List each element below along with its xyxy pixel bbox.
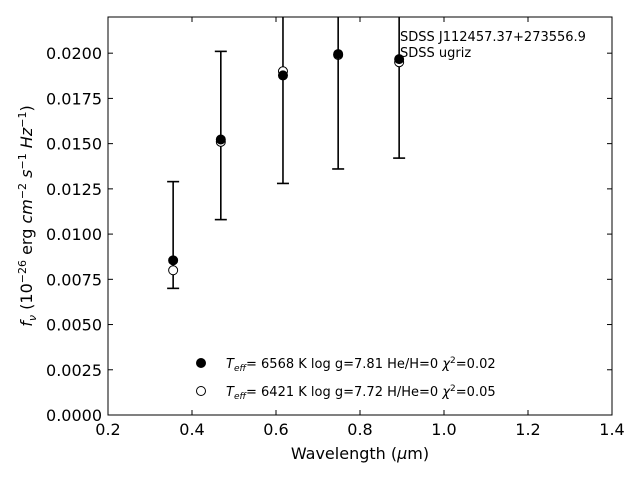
legend-label-filled: Teff= 6568 K log g=7.81 He/H=0 χ2=0.02 bbox=[226, 356, 496, 374]
y-tick-label: 0.0000 bbox=[46, 406, 102, 425]
y-tick-label: 0.0075 bbox=[46, 270, 102, 289]
y-tick-label: 0.0100 bbox=[46, 225, 102, 244]
y-tick-label: 0.0150 bbox=[46, 135, 102, 154]
point-open bbox=[168, 265, 179, 276]
y-tick-label: 0.0175 bbox=[46, 89, 102, 108]
y-tick-label: 0.0025 bbox=[46, 361, 102, 380]
legend: Teff= 6568 K log g=7.81 He/H=0 χ2=0.02 T… bbox=[196, 356, 496, 402]
legend-entry-filled: Teff= 6568 K log g=7.81 He/H=0 χ2=0.02 bbox=[196, 356, 496, 374]
point-filled bbox=[394, 54, 405, 65]
x-tick-label: 1.0 bbox=[431, 420, 456, 439]
point-filled bbox=[168, 255, 179, 266]
y-axis-label: fν (10−26 erg cm−2 s−1 Hz−1) bbox=[16, 105, 39, 326]
legend-marker-open bbox=[196, 386, 206, 396]
x-tick-label: 0.6 bbox=[263, 420, 288, 439]
x-axis-label: Wavelength (μm) bbox=[291, 444, 429, 463]
y-tick-label: 0.0200 bbox=[46, 44, 102, 63]
legend-entry-open: Teff= 6421 K log g=7.72 H/He=0 χ2=0.05 bbox=[196, 384, 496, 402]
point-filled bbox=[333, 49, 344, 60]
y-tick-label: 0.0050 bbox=[46, 316, 102, 335]
annotation-object-name: SDSS J112457.37+273556.9 bbox=[400, 30, 586, 45]
x-tick-label: 0.4 bbox=[179, 420, 204, 439]
point-filled bbox=[215, 134, 226, 145]
legend-marker-filled bbox=[196, 358, 206, 368]
y-tick-label: 0.0125 bbox=[46, 180, 102, 199]
legend-label-open: Teff= 6421 K log g=7.72 H/He=0 χ2=0.05 bbox=[226, 384, 496, 402]
x-tick-label: 1.2 bbox=[515, 420, 540, 439]
error-bars bbox=[167, 17, 406, 290]
axis-ticks: 0.2 0.4 0.6 0.8 1.0 1.2 1.4 0.0000 0.0025 0.0050 0… bbox=[46, 17, 625, 439]
x-tick-label: 1.4 bbox=[599, 420, 624, 439]
annotation-photometry: SDSS ugriz bbox=[400, 46, 471, 61]
x-tick-label: 0.2 bbox=[95, 420, 120, 439]
x-tick-label: 0.8 bbox=[347, 420, 372, 439]
plot-frame bbox=[107, 16, 613, 416]
point-filled bbox=[277, 70, 288, 81]
data-points bbox=[168, 49, 405, 276]
